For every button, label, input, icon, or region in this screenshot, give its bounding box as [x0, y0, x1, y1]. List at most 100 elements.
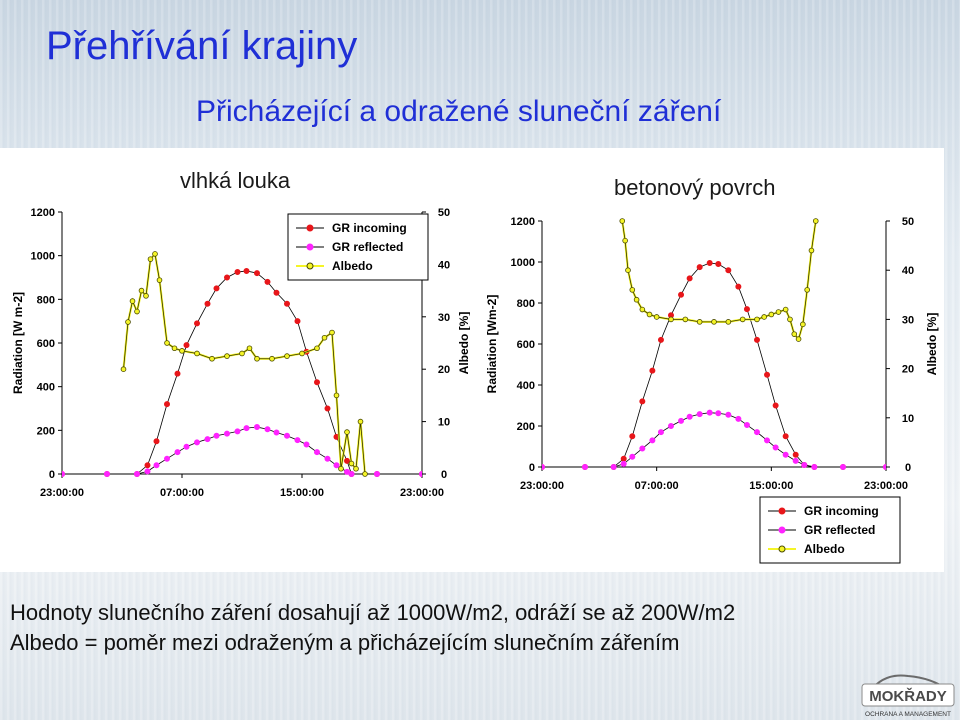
point-reflected — [706, 409, 713, 416]
logo-box — [861, 683, 955, 707]
legend-marker-albedo — [306, 262, 314, 270]
point-incoming — [678, 291, 685, 298]
caption-line-1: Hodnoty slunečního záření dosahují až 10… — [10, 600, 736, 625]
x-tick-label: 07:00:00 — [160, 487, 204, 499]
plot-area — [542, 218, 886, 470]
y-tick-label: 0 — [529, 462, 535, 474]
point-reflected — [104, 470, 111, 477]
point-albedo — [164, 340, 170, 346]
point-reflected — [725, 411, 732, 418]
point-reflected — [582, 463, 589, 470]
point-albedo — [725, 319, 732, 325]
point-reflected — [193, 439, 200, 446]
point-reflected — [373, 470, 380, 477]
point-albedo — [134, 308, 140, 315]
point-albedo — [125, 319, 131, 325]
point-incoming — [696, 264, 703, 271]
point-incoming — [657, 336, 664, 343]
point-reflected — [715, 410, 722, 417]
point-reflected — [283, 432, 290, 439]
y2-tick-label: 0 — [905, 462, 911, 474]
point-albedo — [152, 251, 158, 257]
point-reflected — [743, 421, 750, 428]
point-albedo — [246, 345, 253, 352]
point-incoming — [792, 451, 799, 458]
point-albedo — [761, 314, 767, 320]
point-albedo — [808, 247, 815, 254]
point-albedo — [795, 336, 802, 342]
point-incoming — [629, 433, 636, 440]
point-albedo — [682, 316, 689, 323]
point-incoming — [213, 285, 220, 292]
point-reflected — [696, 411, 703, 418]
point-albedo — [668, 316, 674, 323]
point-incoming — [725, 267, 732, 274]
point-reflected — [620, 460, 627, 467]
point-reflected — [678, 417, 685, 424]
y-tick-label: 200 — [517, 421, 535, 433]
point-incoming — [620, 455, 627, 462]
point-albedo — [696, 319, 703, 325]
y2-tick-label: 0 — [441, 469, 447, 481]
point-incoming — [183, 342, 190, 349]
point-albedo — [224, 353, 230, 359]
y-tick-label: 400 — [37, 382, 55, 394]
point-albedo — [321, 334, 328, 341]
y2-tick-label: 50 — [902, 216, 914, 228]
panel-label-right: betonový povrch — [614, 175, 776, 200]
point-incoming — [174, 370, 181, 377]
logo-name: MOKŘADY — [869, 687, 947, 705]
point-albedo — [348, 460, 355, 467]
point-reflected — [657, 429, 664, 436]
point-reflected — [811, 463, 818, 470]
point-reflected — [313, 449, 320, 456]
point-albedo — [143, 293, 149, 299]
legend-marker-incoming — [306, 224, 314, 232]
y2-axis-label: Albedo [%] — [925, 313, 939, 376]
point-incoming — [223, 274, 230, 281]
plot-area — [62, 251, 422, 477]
y2-tick-label: 50 — [438, 207, 450, 219]
point-incoming — [243, 267, 250, 274]
point-albedo — [782, 306, 789, 313]
caption-line-2: Albedo = poměr mezi odraženým a přicháze… — [10, 630, 680, 655]
legend-label-albedo: Albedo — [804, 542, 845, 556]
legend-label-reflected: GR reflected — [804, 523, 875, 537]
y2-tick-label: 40 — [902, 265, 914, 277]
point-albedo — [333, 392, 340, 399]
point-albedo — [179, 348, 185, 354]
point-incoming — [715, 261, 722, 268]
point-albedo — [357, 418, 364, 425]
legend-marker-reflected — [306, 243, 314, 251]
point-reflected — [174, 449, 181, 456]
y-axis-label: Radiation [Wm-2] — [485, 295, 499, 394]
point-incoming — [193, 320, 200, 327]
point-albedo — [239, 350, 245, 357]
point-albedo — [171, 345, 178, 352]
legend: GR incoming GR reflected Albedo — [287, 213, 429, 281]
y-tick-label: 400 — [517, 380, 535, 392]
point-albedo — [646, 311, 653, 318]
point-albedo — [812, 218, 819, 224]
point-reflected — [144, 468, 151, 475]
legend: GR incoming GR reflected Albedo — [759, 496, 901, 564]
point-reflected — [183, 443, 190, 450]
point-incoming — [743, 306, 750, 313]
point-albedo — [156, 277, 163, 283]
x-tick-label: 15:00:00 — [749, 480, 793, 492]
point-albedo — [299, 350, 305, 357]
legend-label-incoming: GR incoming — [804, 504, 879, 518]
point-reflected — [223, 430, 230, 437]
point-incoming — [144, 462, 151, 469]
x-tick-label: 23:00:00 — [40, 487, 84, 499]
point-reflected — [667, 422, 674, 429]
point-reflected — [348, 470, 355, 477]
y2-axis-label: Albedo [%] — [457, 312, 470, 375]
point-reflected — [753, 429, 760, 436]
y2-tick-label: 30 — [438, 312, 450, 324]
series-line-reflected — [542, 412, 886, 468]
point-incoming — [639, 398, 646, 405]
point-reflected — [782, 451, 789, 458]
y2-tick-label: 20 — [902, 364, 914, 376]
point-albedo — [653, 314, 660, 320]
